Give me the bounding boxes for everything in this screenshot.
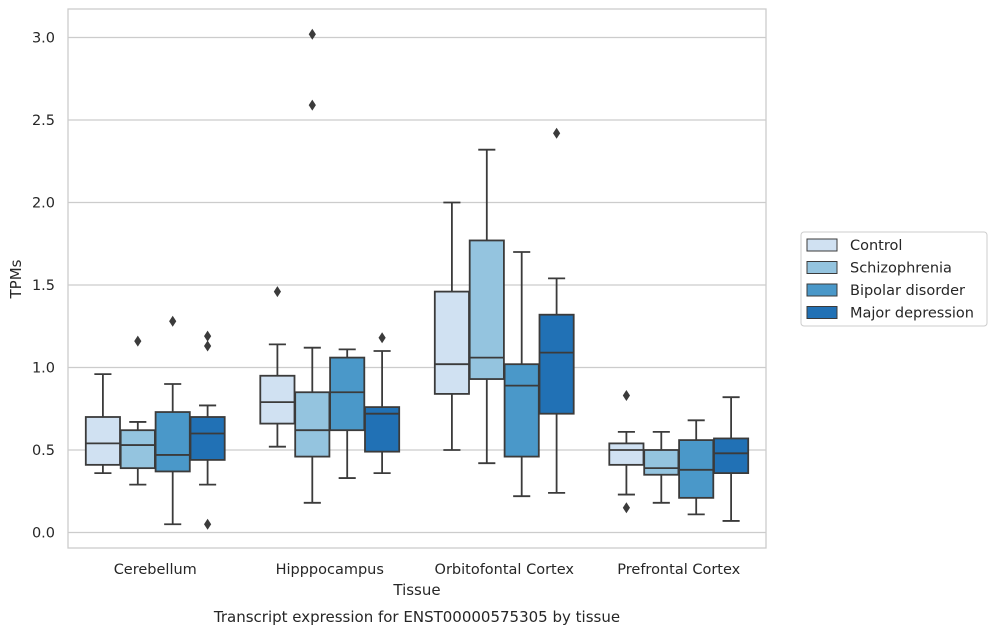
outlier-point — [622, 390, 630, 402]
box-body — [189, 416, 226, 461]
outlier-point — [273, 286, 281, 298]
y-tick-label: 0.0 — [32, 526, 55, 542]
box-bipolar-disorder — [678, 419, 715, 516]
x-tick-label: Orbitofontal Cortex — [435, 562, 575, 578]
box-body — [329, 356, 366, 432]
box-schizophrenia — [294, 28, 331, 504]
legend-label: Control — [850, 238, 902, 254]
box-body — [713, 437, 750, 475]
legend-swatch — [806, 238, 838, 252]
chart-caption: Transcript expression for ENST0000057530… — [213, 608, 620, 626]
box-control — [84, 373, 121, 475]
box-body — [608, 442, 645, 466]
box-body — [294, 391, 331, 458]
box-major-depression — [713, 396, 750, 522]
box-control — [433, 201, 470, 451]
box-bipolar-disorder — [329, 348, 366, 479]
box-body — [154, 411, 191, 473]
box-control — [608, 390, 645, 514]
outlier-point — [308, 28, 316, 40]
legend-swatch — [806, 283, 838, 297]
legend-label: Major depression — [850, 306, 974, 322]
legend-label: Bipolar disorder — [850, 283, 965, 299]
box-body — [84, 416, 121, 466]
box-body — [433, 290, 470, 395]
box-plot-area — [84, 28, 750, 530]
outlier-point — [553, 127, 561, 139]
x-tick-label: Cerebellum — [114, 562, 197, 578]
y-axis-ticks: 0.0 0.5 1.0 1.5 2.0 2.5 3.0 — [32, 31, 55, 542]
y-tick-label: 3.0 — [32, 31, 55, 47]
outlier-point — [622, 502, 630, 514]
y-tick-label: 1.5 — [32, 278, 55, 294]
x-axis-label: Tissue — [392, 581, 440, 599]
box-control — [259, 286, 296, 448]
legend: Control Schizophrenia Bipolar disorder Majo… — [800, 231, 988, 327]
outlier-point — [378, 332, 386, 344]
legend-swatch — [806, 306, 838, 319]
box-schizophrenia — [643, 430, 680, 504]
plot-frame — [67, 8, 767, 549]
box-major-depression — [189, 330, 226, 530]
legend-swatch — [806, 261, 838, 274]
box-body — [643, 449, 680, 476]
legend-frame — [800, 231, 988, 327]
box-body — [468, 239, 505, 380]
box-schizophrenia — [119, 335, 156, 486]
box-bipolar-disorder — [154, 315, 191, 526]
box-bipolar-disorder — [503, 251, 540, 498]
outlier-point — [204, 330, 212, 342]
box-body — [538, 313, 575, 415]
y-tick-label: 2.0 — [32, 196, 55, 212]
outlier-point — [169, 315, 177, 327]
x-tick-label: Prefrontal Cortex — [617, 562, 740, 578]
outlier-point — [134, 335, 142, 347]
box-body — [259, 374, 296, 425]
outlier-point — [308, 99, 316, 111]
legend-label: Schizophrenia — [850, 261, 952, 277]
y-tick-label: 1.0 — [32, 361, 55, 377]
box-body — [503, 363, 540, 458]
box-major-depression — [364, 332, 401, 475]
y-tick-label: 2.5 — [32, 113, 55, 129]
x-axis-ticks: Cerebellum Hipppocampus Orbitofontal Corte… — [114, 562, 741, 578]
outlier-point — [204, 518, 212, 530]
y-axis-label: TPMs — [7, 259, 25, 299]
outlier-point — [204, 340, 212, 352]
y-tick-label: 0.5 — [32, 443, 55, 459]
box-body — [119, 429, 156, 470]
box-schizophrenia — [468, 148, 505, 465]
x-tick-label: Hipppocampus — [276, 562, 384, 578]
box-major-depression — [538, 127, 575, 494]
